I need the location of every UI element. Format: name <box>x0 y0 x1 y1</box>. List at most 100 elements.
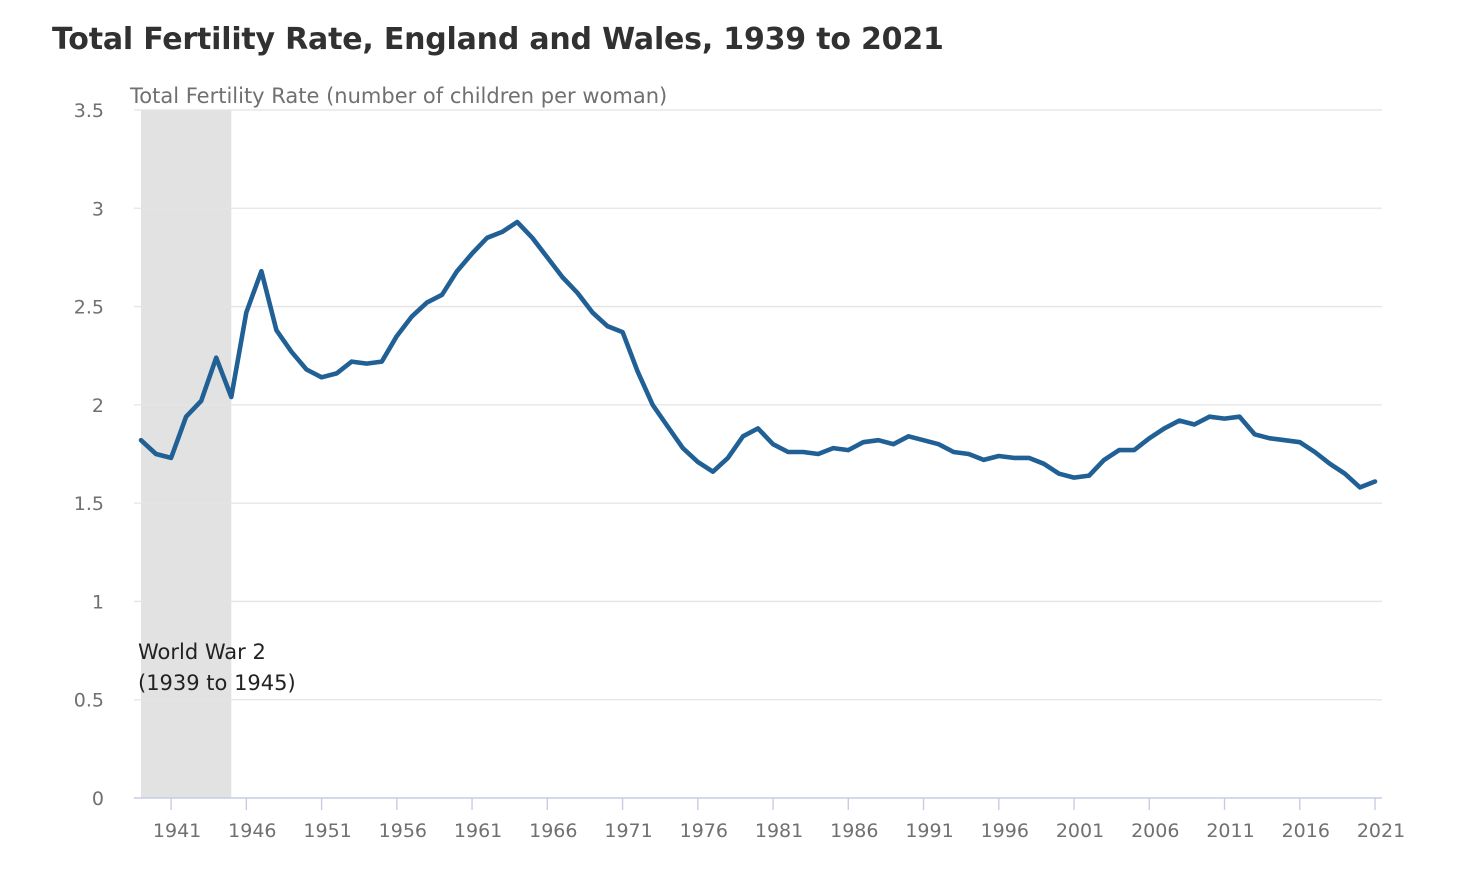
y-tick-label: 0.5 <box>74 690 104 712</box>
data-point <box>605 323 611 329</box>
data-point <box>138 437 144 443</box>
data-point <box>1282 437 1288 443</box>
data-point <box>213 355 219 361</box>
data-point <box>966 451 972 457</box>
x-tick-label: 1946 <box>228 820 276 842</box>
x-tick-label: 2011 <box>1206 820 1254 842</box>
data-point <box>288 349 294 355</box>
data-point <box>921 437 927 443</box>
data-point <box>243 309 249 315</box>
y-axis-label: Total Fertility Rate (number of children… <box>129 84 667 108</box>
data-point <box>454 268 460 274</box>
data-point <box>273 327 279 333</box>
y-tick-label: 3 <box>92 198 104 220</box>
data-point <box>409 313 415 319</box>
x-tick-label: 1961 <box>454 820 502 842</box>
data-point <box>349 359 355 365</box>
data-point <box>1297 439 1303 445</box>
data-point <box>544 254 550 260</box>
data-point <box>1312 449 1318 455</box>
data-point <box>1357 484 1363 490</box>
annotation: World War 2 (1939 to 1945) <box>138 640 296 695</box>
data-point <box>1056 471 1062 477</box>
data-point <box>635 368 641 374</box>
data-point <box>1237 414 1243 420</box>
data-point <box>424 300 430 306</box>
data-point <box>785 449 791 455</box>
data-point <box>168 455 174 461</box>
data-point <box>1206 414 1212 420</box>
data-point <box>1191 422 1197 428</box>
x-tick-label: 1996 <box>981 820 1029 842</box>
data-point <box>1327 461 1333 467</box>
data-point <box>1071 475 1077 481</box>
data-point <box>514 219 520 225</box>
data-point <box>665 423 671 429</box>
data-point <box>1086 473 1092 479</box>
data-point <box>800 449 806 455</box>
data-point <box>1101 457 1107 463</box>
data-point <box>304 366 310 372</box>
data-point <box>499 229 505 235</box>
data-point <box>559 274 565 280</box>
data-point <box>183 414 189 420</box>
data-point <box>319 374 325 380</box>
y-tick-label: 0 <box>92 788 104 810</box>
data-point <box>815 451 821 457</box>
data-point <box>620 329 626 335</box>
data-point <box>1161 425 1167 431</box>
data-point <box>1252 431 1258 437</box>
y-tick-label: 2 <box>92 395 104 417</box>
x-tick-label: 2001 <box>1056 820 1104 842</box>
x-tick-label: 1966 <box>529 820 577 842</box>
data-point <box>1041 461 1047 467</box>
chart-title: Total Fertility Rate, England and Wales,… <box>52 22 944 57</box>
data-point <box>394 333 400 339</box>
series-line <box>138 219 1378 490</box>
data-point <box>1146 435 1152 441</box>
data-point <box>770 441 776 447</box>
data-point <box>845 447 851 453</box>
data-point <box>334 370 340 376</box>
data-point <box>740 433 746 439</box>
y-tick-label: 2.5 <box>74 297 104 319</box>
data-point <box>755 425 761 431</box>
data-point <box>981 457 987 463</box>
data-point <box>1222 416 1228 422</box>
data-point <box>364 361 370 367</box>
x-tick-label: 1941 <box>153 820 201 842</box>
data-point <box>890 441 896 447</box>
x-tick-label: 1976 <box>680 820 728 842</box>
data-point <box>469 250 475 256</box>
annotation-line-1: World War 2 <box>138 640 266 664</box>
x-tick-label: 2006 <box>1131 820 1179 842</box>
data-point <box>589 309 595 315</box>
data-point <box>650 402 656 408</box>
x-tick-label: 2021 <box>1357 820 1405 842</box>
data-point <box>574 290 580 296</box>
y-tick-label: 3.5 <box>74 100 104 122</box>
x-tick-label: 1971 <box>604 820 652 842</box>
x-tick-label: 2016 <box>1282 820 1330 842</box>
data-point <box>153 451 159 457</box>
data-point <box>1026 455 1032 461</box>
data-point <box>1372 479 1378 485</box>
data-point <box>1116 447 1122 453</box>
x-tick-label: 1991 <box>905 820 953 842</box>
data-point <box>484 235 490 241</box>
annotation-line-2: (1939 to 1945) <box>138 671 296 695</box>
y-tick-label: 1 <box>92 591 104 613</box>
y-tick-label: 1.5 <box>74 493 104 515</box>
data-point <box>1011 455 1017 461</box>
data-point <box>439 292 445 298</box>
data-point <box>529 235 535 241</box>
data-point <box>996 453 1002 459</box>
data-point <box>1131 447 1137 453</box>
x-tick-label: 1986 <box>830 820 878 842</box>
data-point <box>695 459 701 465</box>
data-point <box>710 469 716 475</box>
x-axis: 1941 1946 1951 1956 1961 1966 1971 1976 1981 1986… <box>134 797 1405 842</box>
data-point <box>258 268 264 274</box>
data-point <box>680 445 686 451</box>
